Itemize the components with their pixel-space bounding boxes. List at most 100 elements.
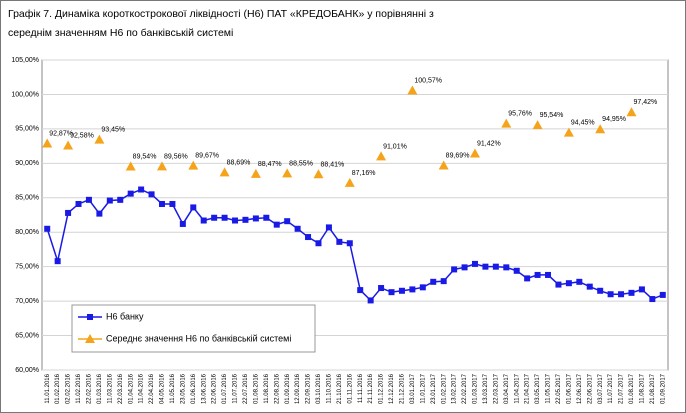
marker <box>513 267 520 274</box>
x-tick-label: 21.11.2016 <box>368 373 374 403</box>
data-label: 100,57% <box>414 78 442 85</box>
marker <box>156 161 167 171</box>
marker <box>336 238 343 245</box>
x-tick-label: 22.04.2016 <box>149 373 155 404</box>
x-tick-label: 03.04.2017 <box>504 373 510 404</box>
marker <box>532 120 543 130</box>
x-tick-label: 04.05.2016 <box>160 373 166 404</box>
marker <box>211 214 218 221</box>
marker <box>534 271 541 278</box>
x-tick-label: 01.02.2016 <box>55 373 61 404</box>
x-tick-label: 22.02.2016 <box>87 373 93 404</box>
marker <box>221 214 228 221</box>
marker <box>451 266 458 273</box>
marker <box>232 217 239 224</box>
marker <box>469 148 480 158</box>
y-tick-label: 60,00% <box>15 367 39 374</box>
marker <box>430 278 437 285</box>
marker <box>127 190 134 197</box>
marker <box>367 297 374 304</box>
y-tick-label: 100,00% <box>11 91 39 98</box>
x-tick-label: 22.09.2016 <box>306 373 312 404</box>
marker <box>461 264 468 271</box>
data-label: 94,95% <box>602 116 626 123</box>
marker <box>179 220 186 227</box>
data-label: 88,69% <box>227 159 251 166</box>
data-label: 93,45% <box>101 127 125 134</box>
x-tick-label: 01.08.2016 <box>253 373 259 404</box>
marker <box>555 281 562 288</box>
x-tick-label: 21.07.2017 <box>619 373 625 404</box>
legend-marker <box>85 334 95 343</box>
x-tick-label: 11.04.2016 <box>139 373 145 403</box>
marker <box>563 127 574 137</box>
data-label: 88,55% <box>289 160 313 167</box>
marker <box>440 278 447 285</box>
marker <box>503 264 510 271</box>
data-label: 91,01% <box>383 143 407 150</box>
marker <box>595 124 606 134</box>
x-tick-label: 22.06.2017 <box>587 373 593 404</box>
x-tick-label: 01.09.2017 <box>660 373 666 404</box>
x-tick-label: 01.06.2017 <box>566 373 572 404</box>
y-tick-label: 105,00% <box>11 57 39 64</box>
marker <box>638 286 645 293</box>
marker <box>282 168 293 178</box>
x-tick-label: 11.08.2017 <box>639 373 645 403</box>
x-tick-label: 21.04.2017 <box>525 373 531 404</box>
chart-title: Графік 7. Динаміка короткострокової лікв… <box>8 8 434 20</box>
marker <box>419 284 426 291</box>
marker <box>344 177 355 187</box>
y-tick-label: 85,00% <box>15 195 39 202</box>
legend-label: Середнє значення Н6 по банківській систе… <box>106 333 291 343</box>
marker <box>628 289 635 296</box>
x-tick-label: 02.02.2016 <box>66 373 72 404</box>
x-tick-label: 01.06.2016 <box>191 373 197 404</box>
x-tick-label: 11.05.2016 <box>170 373 176 403</box>
marker <box>252 215 259 222</box>
x-tick-label: 13.06.2016 <box>201 373 207 404</box>
marker <box>388 289 395 296</box>
data-label: 89,54% <box>133 154 157 161</box>
marker <box>409 286 416 293</box>
marker <box>54 258 61 265</box>
marker <box>117 196 124 203</box>
data-label: 87,16% <box>352 170 376 177</box>
data-label: 89,67% <box>195 153 219 160</box>
x-tick-label: 22.08.2016 <box>274 373 280 404</box>
marker <box>200 217 207 224</box>
marker <box>378 285 385 292</box>
marker <box>576 278 583 285</box>
chart-title: середнім значенням Н6 по банківській сис… <box>8 27 233 39</box>
marker <box>125 161 136 171</box>
x-tick-label: 22.06.2016 <box>212 373 218 404</box>
x-tick-label: 11.02.2016 <box>76 373 82 403</box>
x-tick-label: 11.08.2016 <box>264 373 270 403</box>
x-tick-label: 01.07.2016 <box>222 373 228 404</box>
marker <box>471 260 478 267</box>
marker <box>219 167 230 177</box>
data-label: 95,76% <box>508 111 532 118</box>
marker <box>586 283 593 290</box>
x-tick-label: 11.03.2016 <box>107 373 113 403</box>
data-label: 89,69% <box>446 152 470 159</box>
data-label: 91,42% <box>477 141 501 148</box>
legend-marker <box>87 314 93 320</box>
marker <box>626 107 637 117</box>
y-tick-label: 75,00% <box>15 264 39 271</box>
x-tick-label: 11.01.2017 <box>420 373 426 403</box>
x-tick-label: 13.03.2017 <box>483 373 489 404</box>
marker <box>305 234 312 241</box>
x-tick-label: 22.07.2016 <box>243 373 249 404</box>
marker <box>263 214 270 221</box>
x-tick-label: 22.05.2017 <box>556 373 562 404</box>
y-tick-label: 80,00% <box>15 229 39 236</box>
legend-label: Н6 банку <box>106 311 144 321</box>
marker <box>75 200 82 207</box>
marker <box>284 218 291 225</box>
marker <box>94 134 105 144</box>
x-tick-label: 23.05.2016 <box>180 373 186 404</box>
x-tick-label: 01.02.2017 <box>441 373 447 404</box>
x-tick-label: 11.11.2016 <box>358 373 364 403</box>
